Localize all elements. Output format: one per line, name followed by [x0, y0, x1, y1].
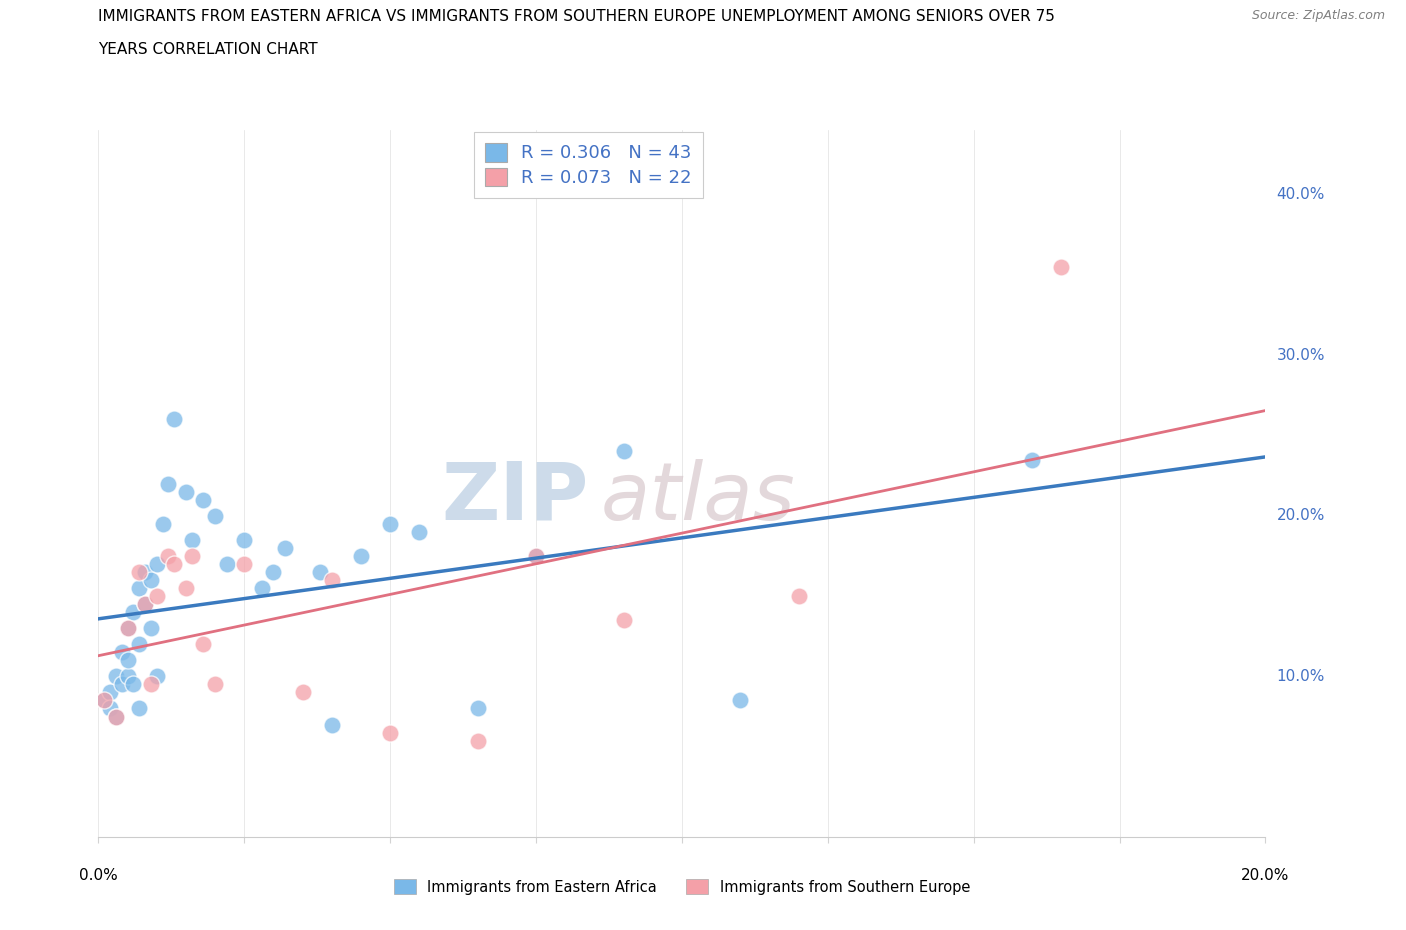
Point: [378, 725, 402, 740]
Point: [612, 444, 634, 458]
Point: [134, 597, 156, 612]
Point: [146, 589, 169, 604]
Text: Source: ZipAtlas.com: Source: ZipAtlas.com: [1251, 9, 1385, 22]
Point: [111, 677, 134, 692]
Point: [193, 637, 215, 652]
Point: [128, 565, 150, 579]
Point: [146, 669, 169, 684]
Text: YEARS CORRELATION CHART: YEARS CORRELATION CHART: [98, 42, 318, 57]
Point: [524, 549, 547, 564]
Point: [128, 701, 150, 716]
Point: [111, 644, 134, 659]
Point: [215, 556, 238, 571]
Point: [128, 637, 150, 652]
Point: [180, 549, 202, 564]
Text: 30.0%: 30.0%: [1277, 348, 1324, 363]
Point: [128, 580, 150, 595]
Point: [467, 701, 489, 716]
Text: IMMIGRANTS FROM EASTERN AFRICA VS IMMIGRANTS FROM SOUTHERN EUROPE UNEMPLOYMENT A: IMMIGRANTS FROM EASTERN AFRICA VS IMMIGR…: [98, 9, 1056, 24]
Point: [163, 556, 186, 571]
Point: [98, 701, 121, 716]
Point: [98, 685, 121, 700]
Point: [122, 604, 145, 619]
Text: 20.0%: 20.0%: [1277, 508, 1324, 524]
Point: [408, 525, 430, 539]
Point: [104, 709, 127, 724]
Point: [104, 709, 127, 724]
Text: 0.0%: 0.0%: [79, 868, 118, 883]
Point: [350, 549, 373, 564]
Point: [174, 485, 197, 499]
Point: [163, 412, 186, 427]
Point: [262, 565, 284, 579]
Point: [117, 620, 139, 635]
Point: [180, 532, 202, 547]
Text: ZIP: ZIP: [441, 458, 589, 537]
Point: [274, 540, 297, 555]
Point: [117, 669, 139, 684]
Point: [139, 677, 162, 692]
Point: [134, 597, 156, 612]
Point: [233, 556, 256, 571]
Point: [233, 532, 256, 547]
Text: atlas: atlas: [600, 458, 794, 537]
Point: [146, 556, 169, 571]
Point: [93, 693, 115, 708]
Point: [193, 492, 215, 507]
Point: [117, 620, 139, 635]
Text: 20.0%: 20.0%: [1241, 868, 1289, 883]
Point: [524, 549, 547, 564]
Point: [104, 669, 127, 684]
Point: [157, 476, 180, 491]
Point: [1050, 259, 1073, 274]
Point: [139, 573, 162, 588]
Point: [291, 685, 314, 700]
Point: [139, 620, 162, 635]
Text: 40.0%: 40.0%: [1277, 187, 1324, 202]
Point: [321, 573, 343, 588]
Point: [321, 717, 343, 732]
Point: [467, 733, 489, 748]
Point: [122, 677, 145, 692]
Point: [787, 589, 810, 604]
Point: [1021, 452, 1043, 467]
Text: 10.0%: 10.0%: [1277, 669, 1324, 684]
Point: [157, 549, 180, 564]
Legend: Immigrants from Eastern Africa, Immigrants from Southern Europe: Immigrants from Eastern Africa, Immigran…: [388, 873, 976, 900]
Point: [152, 516, 174, 531]
Point: [204, 677, 226, 692]
Point: [378, 516, 402, 531]
Point: [309, 565, 332, 579]
Point: [174, 580, 197, 595]
Point: [93, 693, 115, 708]
Point: [728, 693, 751, 708]
Point: [134, 565, 156, 579]
Point: [612, 613, 634, 628]
Point: [117, 653, 139, 668]
Point: [204, 509, 226, 524]
Point: [250, 580, 273, 595]
